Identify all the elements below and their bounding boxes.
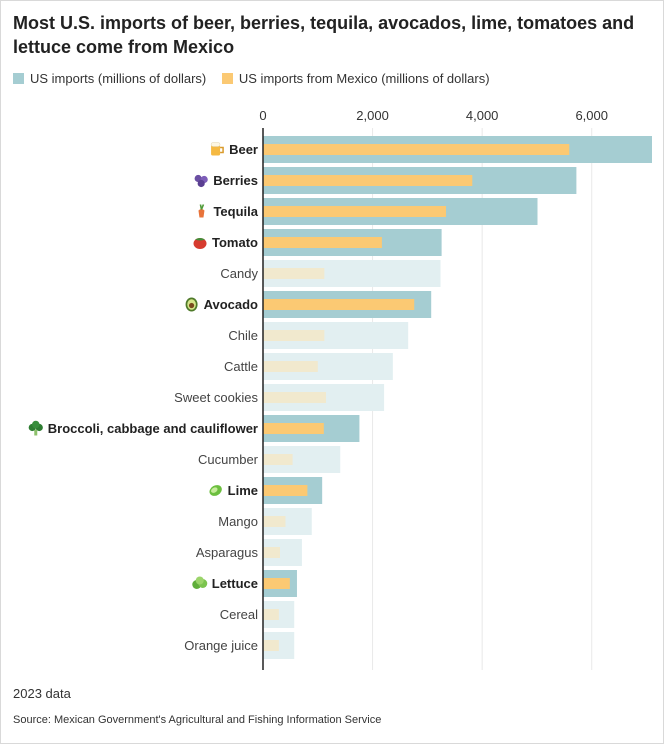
category-label: Orange juice [184,638,258,653]
category-label: Cucumber [198,452,259,467]
tomato-icon [193,238,207,249]
source-note: Source: Mexican Government's Agricultura… [13,714,382,726]
legend-label-total: US imports (millions of dollars) [30,71,207,86]
bar-mexico-8 [263,361,318,372]
bar-mexico-5 [263,268,325,279]
category-label: Berries [213,173,258,188]
x-tick-label: 4,000 [466,108,499,123]
category-label: Cattle [224,359,258,374]
chart-title: Most U.S. imports of beer, berries, tequ… [13,13,635,57]
category-label: Avocado [204,297,258,312]
legend-item-total: US imports (millions of dollars) [13,71,206,86]
category-label: Lettuce [212,576,258,591]
category-label: Tomato [212,235,258,250]
bar-mexico-7 [263,330,325,341]
beer-mug-icon [210,142,224,156]
category-label: Candy [220,266,258,281]
bar-mexico-15 [263,578,290,589]
category-label: Chile [228,328,258,343]
category-label: Cereal [220,607,258,622]
bar-mexico-3 [263,206,446,217]
x-tick-label: 2,000 [356,108,389,123]
category-label: Tequila [213,204,258,219]
bar-mexico-10 [263,423,324,434]
bar-mexico-14 [263,547,280,558]
bar-mexico-16 [263,609,279,620]
bar-mexico-9 [263,392,327,403]
legend-swatch-mexico [221,73,233,84]
bar-mexico-6 [263,299,415,310]
data-year-note: 2023 data [13,686,71,701]
bar-mexico-11 [263,454,293,465]
category-label: Lime [228,483,258,498]
legend: US imports (millions of dollars) US impo… [13,71,502,87]
category-label: Sweet cookies [174,390,258,405]
category-label: Beer [229,142,258,157]
legend-label-mexico: US imports from Mexico (millions of doll… [238,71,490,86]
x-tick-label: 0 [259,108,266,123]
bar-mexico-13 [263,516,286,527]
tequila-bottle-icon [198,204,205,218]
avocado-icon [185,297,198,312]
category-label: Broccoli, cabbage and cauliflower [48,421,258,436]
category-label: Mango [218,514,258,529]
broccoli-icon [28,420,43,436]
berries-icon [194,174,208,188]
lime-icon [209,485,222,496]
bar-mexico-17 [263,640,279,651]
legend-swatch-total [13,73,24,84]
category-label: Asparagus [196,545,259,560]
x-tick-label: 6,000 [575,108,608,123]
bar-mexico-1 [263,144,570,155]
bar-mexico-4 [263,237,382,248]
bar-mexico-2 [263,175,473,186]
bar-mexico-12 [263,485,308,496]
lettuce-icon [192,576,208,589]
legend-item-mexico: US imports from Mexico (millions of doll… [221,71,490,86]
